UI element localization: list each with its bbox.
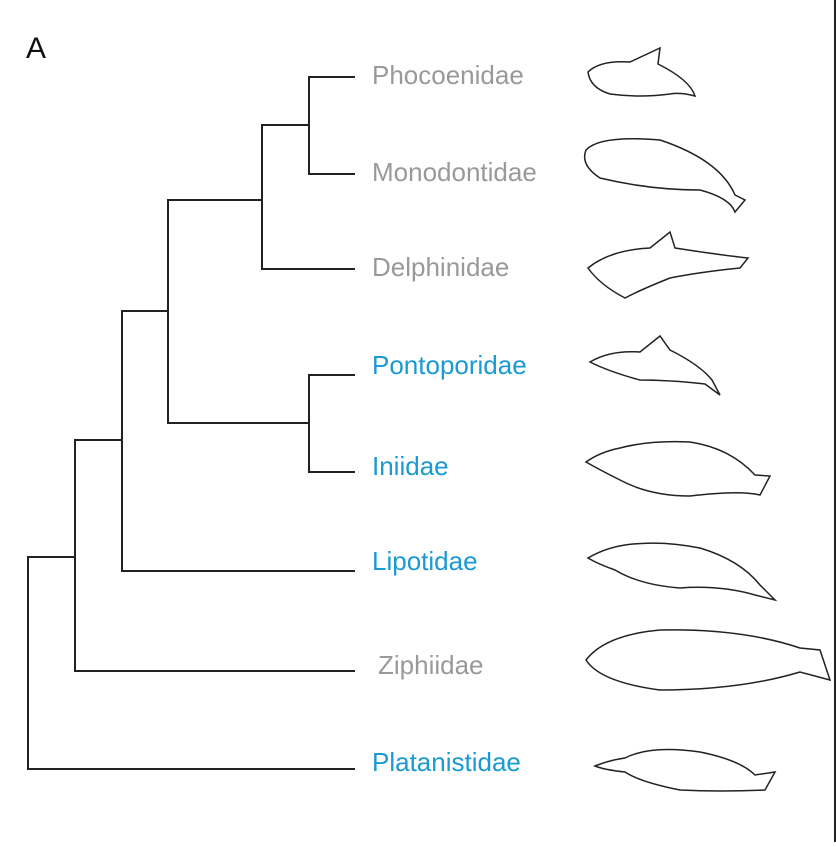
tree-branches xyxy=(27,76,355,770)
taxon-label: Delphinidae xyxy=(372,252,509,282)
panel-label: A xyxy=(26,32,46,65)
taxon-label: Ziphiidae xyxy=(378,650,484,680)
taxon-labels: Phocoenidae Monodontidae Delphinidae Pontop… xyxy=(372,60,537,777)
taxon-label: Platanistidae xyxy=(372,747,521,777)
silhouettes xyxy=(583,46,832,792)
taxon-label: Phocoenidae xyxy=(372,60,524,90)
taxon-label: Pontoporidae xyxy=(372,350,527,380)
taxon-label: Monodontidae xyxy=(372,157,537,187)
taxon-label: Iniidae xyxy=(372,451,449,481)
taxon-label: Lipotidae xyxy=(372,546,478,576)
